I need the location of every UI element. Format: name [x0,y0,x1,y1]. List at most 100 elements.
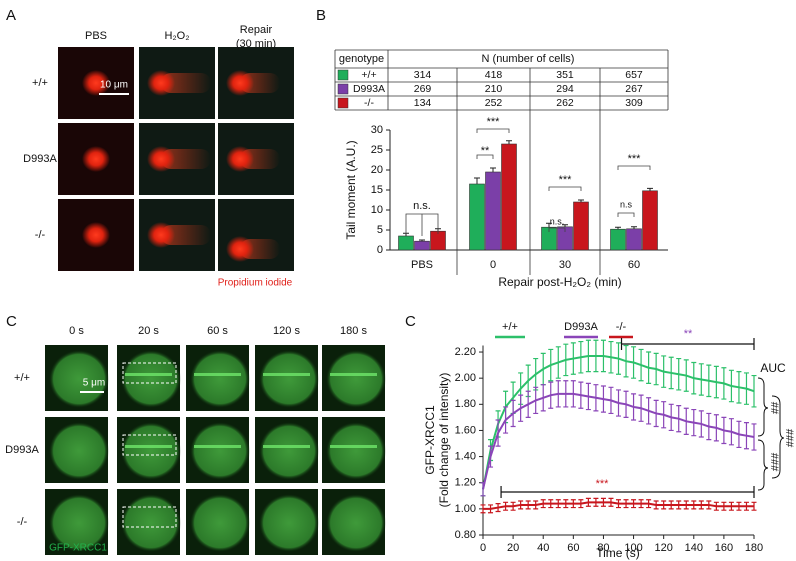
y-tick-label: 1.20 [455,477,476,489]
x-tick-label: 120 [654,542,672,554]
nucleus [190,350,250,408]
nucleus [49,494,109,552]
x-tick-label: 0 [480,542,486,554]
annotation: n.s. [413,200,431,212]
label: -/- [17,516,28,528]
legend-label: -/- [616,321,627,333]
label: 657 [625,69,643,81]
panel-label: B [316,7,326,24]
nucleus [326,494,386,552]
significance-bracket [617,212,635,217]
significance-bracket [548,186,582,191]
label: 351 [556,69,574,81]
annotation: ## [768,402,780,415]
label: -/- [35,229,46,241]
x-axis-label: Time (s) [596,546,640,560]
y-tick-label: 15 [371,184,383,196]
bar [626,228,642,251]
legend-label: +/+ [502,321,518,333]
damage-stripe [263,373,310,376]
bar [610,228,626,251]
label: 5 μm [83,378,105,389]
y-tick-label: 2.00 [455,372,476,384]
y-tick-label: 10 [371,204,383,216]
x-tick-label: 60 [628,259,640,271]
significance-bracket [617,165,651,170]
nucleus [121,422,181,480]
bar [398,235,414,251]
y-axis-label: Tail moment (A.U.) [344,140,358,239]
label: 309 [625,97,643,109]
bar [573,201,589,251]
comet-head [82,222,110,248]
roi-box [122,362,177,384]
nucleus [121,350,181,408]
annotation: n.s. [550,216,565,226]
label: GFP-XRCC1 [49,543,107,554]
damage-stripe [194,445,241,448]
y-tick-label: 1.80 [455,398,476,410]
panel-label: A [6,7,16,24]
bar [501,143,517,251]
label: 0 s [69,325,84,337]
label: +/+ [361,69,376,81]
bracket [500,486,755,498]
label: Repair [240,24,273,36]
x-tick-label: 60 [567,542,579,554]
brace [771,395,785,479]
label: 294 [556,83,574,95]
y-tick-label: 5 [377,224,383,236]
damage-stripe [263,445,310,448]
error-bar [419,239,425,242]
brace [757,377,769,437]
annotation: *** [487,116,501,128]
comet-head [147,146,175,172]
comet-head [147,70,175,96]
label: N (number of cells) [482,53,575,65]
roi-box [122,506,177,528]
roi-box [122,434,177,456]
x-tick-label: 30 [559,259,571,271]
legend-label: D993A [564,321,598,333]
legend-swatch [337,97,349,109]
bar [414,240,430,251]
series-line [483,501,754,510]
x-tick-label: 180 [745,542,763,554]
y-tick-label: 20 [371,164,383,176]
y-tick-label: 1.00 [455,503,476,515]
label: PBS [85,30,107,42]
comet-head [226,146,254,172]
label: (30 min) [236,38,276,50]
annotation: *** [559,174,573,186]
error-bar [751,423,757,451]
x-tick-label: 0 [490,259,496,271]
nucleus [259,422,319,480]
damage-stripe [125,373,172,376]
label: 120 s [273,325,300,337]
error-bar [506,140,512,144]
comet-head [82,146,110,172]
brace [757,439,769,491]
panel-label: C [6,313,17,330]
bar [642,190,658,251]
y-tick-label: 1.40 [455,450,476,462]
x-tick-label: 20 [507,542,519,554]
x-axis-label: Repair post-H₂O₂ (min) [498,275,621,289]
bracket [620,338,755,350]
annotation: ** [481,145,490,157]
y-tick-label: 30 [371,124,383,136]
bar [485,171,501,251]
series-line [482,392,755,490]
y-tick-label: 0.80 [455,529,476,541]
y-axis-label: GFP-XRCC1 [423,405,437,475]
label: D993A [23,153,57,165]
annotation: ### [783,429,795,448]
label: 210 [485,83,503,95]
x-tick-label: 80 [597,542,609,554]
error-bar [631,226,637,229]
label: H₂O₂ [164,30,189,42]
nucleus [190,494,250,552]
annotation: *** [596,478,610,490]
label: -/- [364,97,374,109]
